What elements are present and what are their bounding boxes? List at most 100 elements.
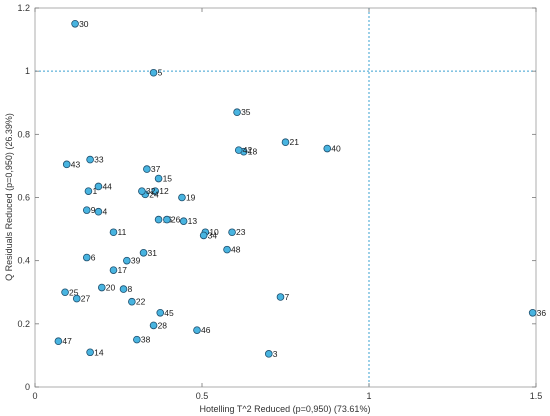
x-axis-label: Hotelling T^2 Reduced (p=0,950) (73.61%) <box>200 404 371 414</box>
data-point-8 <box>119 285 128 293</box>
data-point-5 <box>149 68 158 77</box>
axis-ticks: 0 0.5 1 1.5 0 0.2 0.4 0.6 0.8 1 1.2 <box>17 3 542 401</box>
data-point-label-46: 46 <box>201 325 211 335</box>
data-point-23 <box>228 228 236 237</box>
data-point-label-18: 18 <box>248 147 258 157</box>
data-point-label-22: 22 <box>136 297 146 307</box>
data-point-label-43: 43 <box>71 159 81 169</box>
data-point-6 <box>82 253 91 262</box>
y-tick-label: 0.6 <box>17 193 30 203</box>
data-point-label-9: 9 <box>91 205 96 215</box>
y-tick-label: 1.2 <box>17 3 30 13</box>
data-point-25 <box>61 288 69 297</box>
y-tick-label: 0.8 <box>17 129 30 139</box>
data-point-45 <box>156 308 165 317</box>
data-point-label-40: 40 <box>331 144 341 154</box>
data-point-48 <box>223 245 231 254</box>
data-point-label-3: 3 <box>273 349 278 359</box>
data-point-label-26: 26 <box>171 215 181 225</box>
data-point-label-5: 5 <box>158 68 163 78</box>
y-axis-label: Q Residuals Reduced (p=0,950) (26.39%) <box>4 113 14 281</box>
data-point-label-38: 38 <box>141 335 151 345</box>
data-point-label-10: 10 <box>209 227 219 237</box>
data-point-label-1: 1 <box>92 186 97 196</box>
data-point-label-34: 34 <box>208 230 218 240</box>
data-point-37 <box>143 165 151 173</box>
data-point-label-36: 36 <box>537 308 547 318</box>
data-point-label-33: 33 <box>94 155 104 165</box>
x-tick-label: 0.5 <box>196 391 209 401</box>
data-point-30 <box>71 19 79 28</box>
data-point-3 <box>264 350 273 358</box>
data-point-label-6: 6 <box>91 253 96 263</box>
data-point-label-37: 37 <box>151 164 161 174</box>
data-point-label-31: 31 <box>148 248 158 258</box>
data-point-label-7: 7 <box>284 292 289 302</box>
data-point-label-20: 20 <box>106 283 116 293</box>
data-point-22 <box>128 297 136 306</box>
data-point-label-48: 48 <box>231 245 241 255</box>
data-point-label-35: 35 <box>241 107 251 117</box>
data-point-label-44: 44 <box>102 181 112 191</box>
data-point-label-25: 25 <box>69 287 79 297</box>
data-point-33 <box>86 155 94 164</box>
data-point-label-39: 39 <box>131 256 141 266</box>
data-point-39 <box>123 256 131 265</box>
data-point-12 <box>151 187 160 195</box>
data-point-label-32: 32 <box>146 186 156 196</box>
data-point-label-14: 14 <box>94 347 104 357</box>
data-point-label-30: 30 <box>79 19 89 29</box>
data-point-label-28: 28 <box>158 320 168 330</box>
data-point-label-24: 24 <box>149 189 159 199</box>
y-tick-label: 1 <box>25 66 30 76</box>
x-tick-label: 0 <box>32 391 37 401</box>
y-tick-label: 0.2 <box>17 319 30 329</box>
data-point-27 <box>72 294 81 303</box>
data-point-11 <box>109 228 118 237</box>
data-point-label-8: 8 <box>128 284 133 294</box>
data-point-15 <box>154 174 163 183</box>
data-point-4 <box>94 207 103 216</box>
data-point-1 <box>84 187 93 195</box>
data-point-label-42: 42 <box>243 145 253 155</box>
data-point-26 <box>163 215 171 224</box>
data-point-19 <box>178 193 186 202</box>
data-point-label-11: 11 <box>117 227 126 237</box>
x-tick-label: 1 <box>366 391 371 401</box>
data-point-label-17: 17 <box>117 265 127 275</box>
data-point-21 <box>281 138 290 147</box>
x-tick-label: 1.5 <box>530 391 543 401</box>
data-point-38 <box>133 335 141 344</box>
y-tick-label: 0.4 <box>17 256 30 266</box>
data-point-label-13: 13 <box>188 216 198 226</box>
data-point-47 <box>54 337 63 346</box>
data-point-label-4: 4 <box>102 207 107 217</box>
data-point-35 <box>233 108 241 117</box>
data-point-36 <box>528 308 537 317</box>
data-point-32 <box>138 187 146 195</box>
data-point-44 <box>94 182 103 191</box>
data-point-13 <box>179 217 188 225</box>
y-tick-label: 0 <box>25 382 30 392</box>
data-points: 1345678910111213141516171819202122232425… <box>54 19 547 359</box>
data-point-label-19: 19 <box>186 193 196 203</box>
data-point-label-21: 21 <box>290 137 300 147</box>
data-point-28 <box>149 321 158 330</box>
data-point-42 <box>234 146 243 154</box>
data-point-9 <box>82 206 91 214</box>
data-point-20 <box>98 283 106 292</box>
data-point-16 <box>154 215 163 224</box>
data-point-label-23: 23 <box>236 227 246 237</box>
data-point-43 <box>62 160 71 169</box>
data-point-7 <box>276 293 285 301</box>
data-point-46 <box>193 326 201 334</box>
data-point-label-12: 12 <box>159 186 169 196</box>
data-point-label-15: 15 <box>163 174 173 184</box>
data-point-31 <box>139 248 148 257</box>
data-point-14 <box>86 348 94 357</box>
data-point-label-47: 47 <box>62 336 72 346</box>
data-point-17 <box>109 266 118 274</box>
data-point-34 <box>199 231 208 240</box>
data-point-label-45: 45 <box>164 308 174 318</box>
